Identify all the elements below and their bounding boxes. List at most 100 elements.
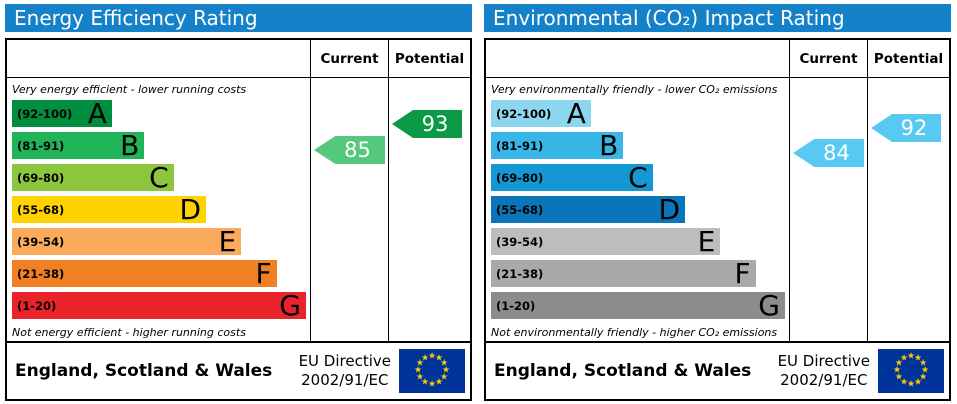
current-column-header: Current [789, 40, 867, 77]
header-spacer-cell [486, 40, 789, 77]
region-label: England, Scotland & Wales [494, 361, 752, 381]
current-rating-value: 84 [823, 141, 850, 165]
band-letter: A [566, 97, 586, 130]
eu-flag-star-icon: ★ [441, 365, 451, 376]
bottom-note: Not environmentally friendly - higher CO… [491, 326, 778, 339]
eu-flag-star-icon: ★ [919, 372, 928, 383]
eu-flag-star-icon: ★ [420, 377, 430, 388]
band-row-g: (1-20) G [12, 289, 306, 322]
band-letter: D [658, 193, 681, 226]
eu-directive-line1: EU Directive [298, 352, 391, 371]
band-range: (92-100) [496, 106, 552, 121]
band-row-f: (21-38) F [491, 257, 756, 290]
environmental-impact-panel: Environmental (CO₂) Impact Rating Curren… [484, 4, 951, 404]
potential-rating-arrow: 92 [871, 114, 941, 142]
table-header-row: Current Potential [7, 40, 470, 78]
eu-flag-star-icon: ★ [894, 372, 903, 383]
band-letter: B [599, 129, 619, 162]
band-row-f: (21-38) F [12, 257, 277, 290]
current-rating-arrow: 84 [793, 139, 864, 167]
eu-directive-label: EU Directive 2002/91/EC [778, 352, 870, 390]
eu-flag-star-icon: ★ [415, 372, 424, 383]
band-row-b: (81-91) B [12, 129, 145, 162]
eu-flag-star-icon: ★ [913, 353, 923, 364]
rating-bands: (92-100) A (81-91) B (69-80) C (55-68) [491, 100, 785, 324]
eu-flag-star-icon: ★ [440, 372, 449, 383]
eu-directive-line2: 2002/91/EC [780, 371, 868, 389]
band-row-g: (1-20) G [491, 289, 785, 322]
rating-table: Current Potential Very energy efficient … [5, 38, 472, 401]
band-letter: E [697, 225, 716, 258]
band-range: (92-100) [17, 106, 73, 121]
eu-flag-star-icon: ★ [899, 353, 909, 364]
potential-column-header: Potential [388, 40, 470, 77]
band-range: (21-38) [17, 266, 65, 281]
panel-title: Environmental (CO₂) Impact Rating [484, 4, 951, 32]
band-row-d: (55-68) D [12, 193, 207, 226]
rating-bands: (92-100) A (81-91) B (69-80) C (55-68) [12, 100, 306, 324]
table-body-row: Very energy efficient - lower running co… [7, 78, 470, 341]
band-row-b: (81-91) B [491, 129, 624, 162]
potential-column-header: Potential [867, 40, 949, 77]
current-rating-cell: 85 [310, 78, 388, 341]
band-range: (69-80) [17, 170, 65, 185]
band-range: (39-54) [496, 234, 544, 249]
energy-efficiency-panel: Energy Efficiency Rating Current Potenti… [5, 4, 472, 404]
band-row-a: (92-100) A [12, 97, 112, 130]
eu-flag-icon: ★ ★ ★ ★ ★ ★ ★ ★ ★ ★ ★ ★ [878, 349, 944, 393]
eu-flag-star-icon: ★ [420, 353, 430, 364]
eu-flag-star-icon: ★ [906, 379, 916, 390]
bottom-note: Not energy efficient - higher running co… [12, 326, 246, 339]
table-body-row: Very environmentally friendly - lower CO… [486, 78, 949, 341]
band-letter: F [734, 257, 751, 290]
table-footer-row: England, Scotland & Wales EU Directive 2… [7, 341, 470, 399]
band-letter: G [279, 289, 301, 322]
top-note: Very energy efficient - lower running co… [12, 83, 247, 96]
eu-flag-star-icon: ★ [919, 358, 928, 369]
rating-table: Current Potential Very environmentally f… [484, 38, 951, 401]
eu-flag-star-icon: ★ [899, 377, 909, 388]
band-range: (69-80) [496, 170, 544, 185]
band-range: (1-20) [496, 298, 536, 313]
potential-rating-value: 92 [900, 116, 928, 140]
band-letter: E [218, 225, 237, 258]
eu-flag-star-icon: ★ [434, 377, 444, 388]
table-footer-row: England, Scotland & Wales EU Directive 2… [486, 341, 949, 399]
eu-flag-star-icon: ★ [427, 351, 437, 362]
eu-flag-star-icon: ★ [415, 358, 424, 369]
eu-flag-star-icon: ★ [892, 365, 902, 376]
band-letter: G [758, 289, 780, 322]
eu-directive-label: EU Directive 2002/91/EC [299, 352, 391, 390]
top-note: Very environmentally friendly - lower CO… [491, 83, 778, 96]
region-label: England, Scotland & Wales [15, 361, 273, 381]
band-range: (81-91) [17, 138, 65, 153]
eu-flag-star-icon: ★ [427, 379, 437, 390]
table-header-row: Current Potential [486, 40, 949, 78]
potential-rating-cell: 93 [388, 78, 470, 341]
band-range: (55-68) [17, 202, 65, 217]
current-rating-value: 85 [344, 138, 371, 162]
eu-flag-star-icon: ★ [440, 358, 449, 369]
eu-flag-star-icon: ★ [894, 358, 903, 369]
band-letter: D [179, 193, 202, 226]
eu-flag-star-icon: ★ [434, 353, 444, 364]
band-range: (81-91) [496, 138, 544, 153]
eu-flag-icon: ★ ★ ★ ★ ★ ★ ★ ★ ★ ★ ★ ★ [399, 349, 465, 393]
eu-flag-star-icon: ★ [920, 365, 930, 376]
eu-flag-star-icon: ★ [906, 351, 916, 362]
eu-directive-line2: 2002/91/EC [301, 371, 389, 389]
band-row-c: (69-80) C [12, 164, 174, 192]
band-letter: C [628, 161, 648, 194]
band-letter: A [87, 97, 107, 130]
current-rating-cell: 84 [789, 78, 867, 341]
header-spacer-cell [7, 40, 310, 77]
band-range: (39-54) [17, 234, 65, 249]
rating-scale-column: Very energy efficient - lower running co… [7, 78, 310, 341]
band-range: (55-68) [496, 202, 544, 217]
band-range: (1-20) [17, 298, 57, 313]
current-rating-arrow: 85 [314, 136, 385, 164]
band-row-c: (69-80) C [491, 161, 653, 194]
band-letter: B [120, 129, 140, 162]
band-letter: F [255, 257, 272, 290]
